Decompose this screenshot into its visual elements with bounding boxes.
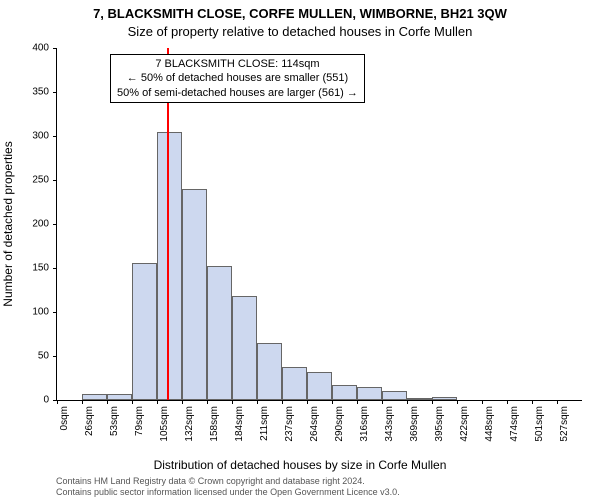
y-tick: [53, 180, 57, 181]
x-tick: [557, 400, 558, 404]
histogram-bar: [232, 296, 257, 400]
x-tick-label: 343sqm: [384, 406, 395, 442]
x-tick: [532, 400, 533, 404]
footer-line2: Contains public sector information licen…: [56, 487, 400, 498]
x-tick-label: 474sqm: [509, 406, 520, 442]
x-tick: [482, 400, 483, 404]
x-tick: [357, 400, 358, 404]
histogram-bar: [382, 391, 407, 400]
chart-container: 7, BLACKSMITH CLOSE, CORFE MULLEN, WIMBO…: [0, 0, 600, 500]
x-tick: [407, 400, 408, 404]
histogram-bar: [407, 398, 432, 400]
x-tick: [382, 400, 383, 404]
footer-attribution: Contains HM Land Registry data © Crown c…: [56, 476, 400, 498]
x-tick: [82, 400, 83, 404]
x-tick-label: 132sqm: [184, 406, 195, 442]
y-tick: [53, 48, 57, 49]
y-tick: [53, 136, 57, 137]
x-tick: [207, 400, 208, 404]
x-tick: [157, 400, 158, 404]
x-tick: [332, 400, 333, 404]
x-tick-label: 79sqm: [134, 406, 145, 436]
info-line-smaller: ← 50% of detached houses are smaller (55…: [117, 71, 358, 85]
x-tick: [282, 400, 283, 404]
x-tick-label: 184sqm: [234, 406, 245, 442]
x-tick-label: 264sqm: [309, 406, 320, 442]
chart-subtitle: Size of property relative to detached ho…: [0, 24, 600, 39]
y-tick-label: 50: [38, 351, 49, 362]
x-tick-label: 105sqm: [159, 406, 170, 442]
y-axis-label: Number of detached properties: [1, 141, 15, 306]
histogram-bar: [107, 394, 132, 400]
x-tick-label: 369sqm: [409, 406, 420, 442]
x-tick-label: 501sqm: [534, 406, 545, 442]
y-tick-label: 250: [32, 175, 49, 186]
histogram-bar: [82, 394, 107, 400]
histogram-bar: [357, 387, 382, 400]
x-tick: [232, 400, 233, 404]
y-tick-label: 400: [32, 43, 49, 54]
y-tick: [53, 92, 57, 93]
y-tick-label: 100: [32, 307, 49, 318]
y-tick-label: 0: [43, 395, 49, 406]
x-tick: [257, 400, 258, 404]
y-tick-label: 300: [32, 131, 49, 142]
histogram-bar: [182, 189, 207, 400]
y-tick-label: 150: [32, 263, 49, 274]
histogram-bar: [307, 372, 332, 400]
x-tick-label: 158sqm: [209, 406, 220, 442]
x-tick: [457, 400, 458, 404]
x-tick-label: 26sqm: [84, 406, 95, 436]
x-tick-label: 53sqm: [109, 406, 120, 436]
x-tick: [132, 400, 133, 404]
y-tick: [53, 224, 57, 225]
y-tick-label: 350: [32, 87, 49, 98]
histogram-bar: [282, 367, 307, 400]
x-tick: [307, 400, 308, 404]
histogram-bar: [332, 385, 357, 400]
x-tick-label: 527sqm: [559, 406, 570, 442]
histogram-bar: [132, 263, 157, 400]
x-tick-label: 237sqm: [284, 406, 295, 442]
x-tick: [432, 400, 433, 404]
x-tick: [182, 400, 183, 404]
x-tick: [507, 400, 508, 404]
x-axis-label: Distribution of detached houses by size …: [0, 458, 600, 472]
footer-line1: Contains HM Land Registry data © Crown c…: [56, 476, 400, 487]
y-tick: [53, 268, 57, 269]
histogram-bar: [157, 132, 182, 400]
x-tick-label: 211sqm: [259, 406, 270, 441]
x-tick-label: 0sqm: [59, 406, 70, 430]
x-tick: [57, 400, 58, 404]
x-tick-label: 290sqm: [334, 406, 345, 442]
marker-info-box: 7 BLACKSMITH CLOSE: 114sqm ← 50% of deta…: [110, 54, 365, 103]
histogram-bar: [207, 266, 232, 400]
info-line-larger: 50% of semi-detached houses are larger (…: [117, 86, 358, 100]
x-tick-label: 448sqm: [484, 406, 495, 442]
x-tick-label: 422sqm: [459, 406, 470, 442]
info-line-property: 7 BLACKSMITH CLOSE: 114sqm: [117, 57, 358, 71]
histogram-bar: [257, 343, 282, 400]
y-tick: [53, 312, 57, 313]
histogram-bar: [432, 397, 457, 400]
x-tick: [107, 400, 108, 404]
x-tick-label: 395sqm: [434, 406, 445, 442]
chart-title-address: 7, BLACKSMITH CLOSE, CORFE MULLEN, WIMBO…: [0, 6, 600, 21]
y-tick-label: 200: [32, 219, 49, 230]
x-tick-label: 316sqm: [359, 406, 370, 442]
y-tick: [53, 356, 57, 357]
